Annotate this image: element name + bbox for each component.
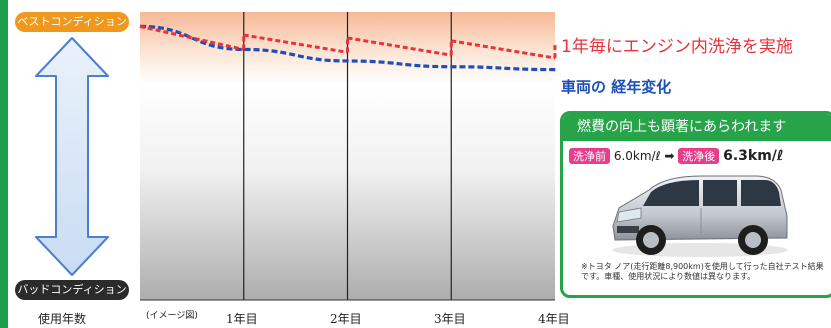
panel-title: 燃費の向上も顕著にあらわれます: [563, 114, 831, 141]
image-note-label: (イメージ図): [146, 311, 198, 321]
efficiency-comparison: 洗浄前 6.0km/ℓ ➡ 洗浄後 6.3km/ℓ: [569, 148, 784, 164]
x-tick-label: 4年目: [538, 312, 570, 326]
after-tag: 洗浄後: [678, 148, 720, 164]
series-segment-red: [139, 24, 245, 51]
blue-line-label: 車両の 経年変化: [561, 78, 672, 96]
best-condition-label: ベストコンディション: [15, 12, 129, 32]
minivan-image: [612, 175, 788, 257]
red-line-label: 1年毎にエンジン内洗浄を実施: [561, 37, 793, 57]
x-tick-label: 2年目: [330, 312, 362, 326]
condition-range-arrow-icon: [35, 37, 109, 276]
left-accent-stripe: [0, 0, 8, 328]
series-line-blue: [139, 24, 558, 72]
before-value: 6.0km/ℓ: [613, 149, 661, 163]
bad-condition-label: バッドコンディション: [15, 280, 129, 300]
before-tag: 洗浄前: [569, 148, 610, 164]
series-segment-red: [451, 39, 556, 60]
after-value: 6.3km/ℓ: [723, 148, 784, 164]
x-tick-label: 1年目: [226, 312, 258, 326]
test-note: ※トヨタ ノア(走行距離8,900km)を使用して行った自社テスト結果です。車種…: [581, 262, 824, 281]
x-tick-label: 3年目: [434, 312, 466, 326]
x-axis-title: 使用年数: [38, 312, 87, 326]
fuel-efficiency-panel: 燃費の向上も顕著にあらわれます 洗浄前 6.0km/ℓ ➡ 洗浄後 6.3km/…: [560, 111, 831, 298]
arrow-icon: ➡: [664, 149, 675, 163]
series-segment-red: [347, 36, 452, 57]
series-segment-red: [243, 33, 348, 54]
